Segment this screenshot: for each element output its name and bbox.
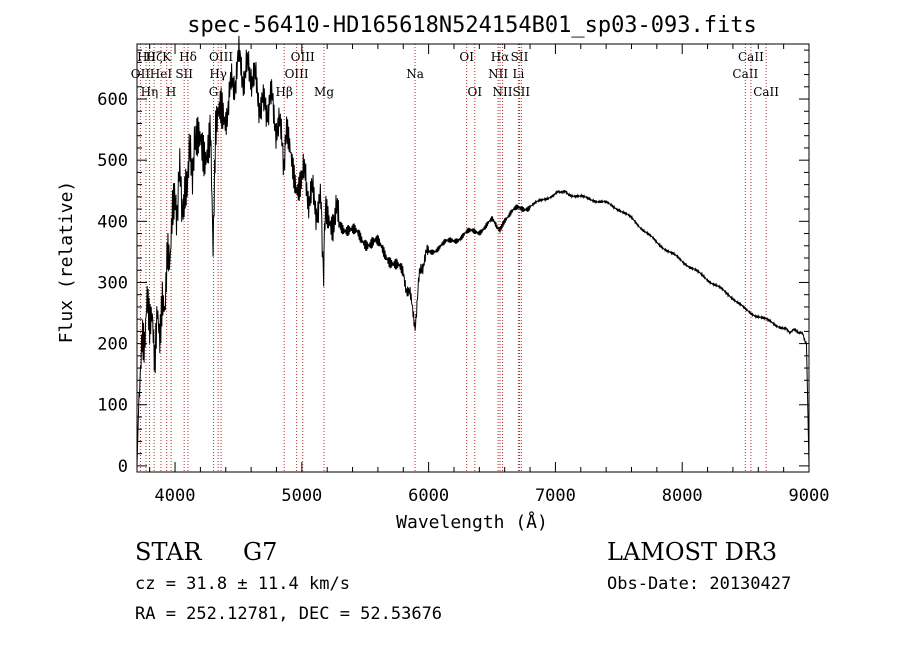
x-tick-label: 8000	[662, 486, 703, 506]
line-marker-label: CaII	[732, 67, 758, 81]
line-marker-label: Hα	[491, 50, 510, 64]
line-marker-label: NII	[493, 85, 513, 99]
x-tick-label: 9000	[789, 486, 830, 506]
y-axis: 0 100 200 300 400 500 600	[97, 49, 809, 477]
y-tick-label: 600	[97, 90, 128, 110]
line-marker-label: Hζ	[146, 50, 163, 64]
observation-date: Obs-Date: 20130427	[607, 574, 792, 594]
x-axis: 4000 5000 6000 7000 8000 9000	[149, 44, 830, 506]
line-marker-label: OI	[459, 50, 474, 64]
x-tick-label: 6000	[408, 486, 449, 506]
line-marker-label: G	[209, 85, 219, 99]
redshift-cz: cz = 31.8 ± 11.4 km/s	[135, 574, 350, 594]
line-marker-label: Hγ	[209, 67, 227, 81]
line-marker-label: H	[166, 85, 176, 99]
y-tick-label: 0	[118, 457, 128, 477]
coordinates: RA = 252.12781, DEC = 52.53676	[135, 604, 443, 624]
y-tick-label: 300	[97, 273, 128, 293]
line-marker-label: OII	[131, 67, 151, 81]
y-axis-label: Flux (relative)	[56, 181, 77, 344]
line-marker-label: Hβ	[276, 85, 293, 99]
line-marker-label: SII	[512, 85, 530, 99]
line-marker-label: OIII	[291, 50, 315, 64]
chart-title: spec-56410-HD165618N524154B01_sp03-093.f…	[187, 13, 757, 38]
x-tick-label: 7000	[535, 486, 576, 506]
y-tick-label: 100	[97, 396, 128, 416]
line-marker-label: Mg	[314, 85, 334, 99]
plot-frame	[136, 43, 810, 473]
object-type: STAR	[135, 538, 202, 566]
emission-line-markers: OII Hθ Hη Hζ HeI K H SII Hδ G Hγ OIII Hβ OIII OIII Mg Na…	[131, 44, 779, 472]
spectrum-series-line	[136, 35, 810, 466]
line-marker-label: K	[162, 50, 172, 64]
line-marker-label: CaII	[738, 50, 764, 64]
line-marker-label: Na	[406, 67, 424, 81]
line-marker-label: NII	[488, 67, 508, 81]
x-tick-label: 5000	[281, 486, 322, 506]
line-marker-label: OIII	[285, 67, 309, 81]
line-marker-label: Hθ	[137, 50, 155, 64]
line-marker-label: Li	[512, 67, 524, 81]
y-tick-label: 400	[97, 212, 128, 232]
line-marker-label: SII	[511, 50, 529, 64]
line-marker-label: Hη	[141, 85, 159, 99]
x-tick-label: 4000	[155, 486, 196, 506]
line-marker-label: SII	[175, 67, 193, 81]
x-axis-label: Wavelength (Å)	[396, 511, 548, 533]
survey-name: LAMOST DR3	[607, 538, 778, 566]
line-marker-label: HeI	[150, 67, 173, 81]
line-marker-label: OI	[467, 85, 482, 99]
line-marker-label: OIII	[209, 50, 233, 64]
y-tick-label: 500	[97, 151, 128, 171]
spectral-subclass: G7	[243, 538, 278, 566]
line-marker-label: Hδ	[179, 50, 197, 64]
line-marker-label: CaII	[753, 85, 779, 99]
y-tick-label: 200	[97, 335, 128, 355]
